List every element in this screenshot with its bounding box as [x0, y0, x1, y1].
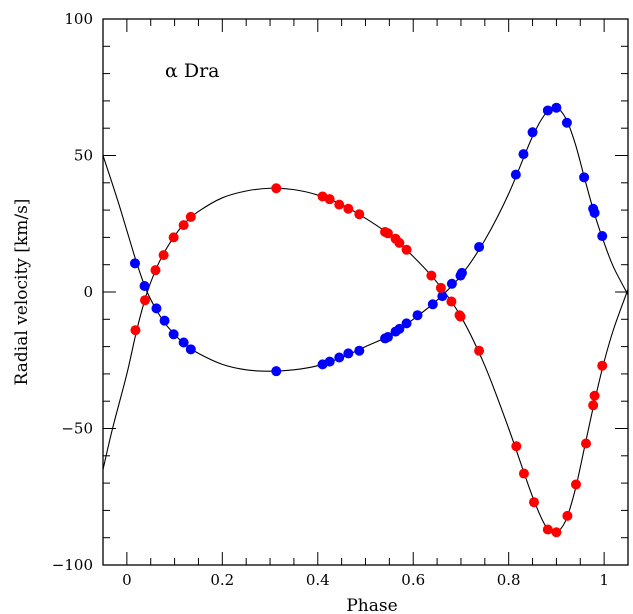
data-point-s2-27 — [528, 497, 539, 508]
data-point-s2-5 — [168, 232, 179, 243]
data-point-s1-13 — [354, 345, 365, 356]
data-point-s1-21 — [437, 291, 448, 302]
data-point-s1-4 — [159, 315, 170, 326]
data-point-s1-25 — [474, 241, 485, 252]
data-point-s2-11 — [334, 199, 345, 210]
data-point-s1-18 — [401, 318, 412, 329]
data-point-s1-19 — [412, 310, 423, 321]
data-point-s2-32 — [581, 438, 591, 449]
data-point-s1-7 — [185, 344, 196, 355]
data-point-s1-15 — [382, 332, 393, 343]
y-tick-label: −50 — [61, 420, 93, 438]
data-point-s2-29 — [551, 527, 562, 538]
y-tick-label: 100 — [64, 10, 93, 28]
data-point-s2-1 — [130, 325, 141, 336]
data-point-s2-19 — [426, 270, 437, 281]
data-point-s1-26 — [510, 169, 521, 180]
y-tick-label: 50 — [74, 147, 93, 165]
data-point-s1-20 — [427, 299, 438, 310]
x-axis-title: Phase — [346, 596, 397, 614]
x-tick-label: 0.8 — [497, 571, 521, 589]
data-point-s1-3 — [151, 303, 162, 314]
data-point-s2-24 — [474, 345, 485, 356]
data-point-s2-20 — [435, 282, 446, 293]
data-point-s2-10 — [324, 194, 335, 205]
star-annotation: α Dra — [165, 60, 220, 82]
data-point-s2-18 — [401, 244, 412, 255]
data-point-s1-30 — [551, 102, 562, 113]
tick-labels: 0 0.2 0.4 0.6 0.8 1 −100 −50 0 50 100 — [52, 10, 609, 589]
plot-frame — [102, 18, 629, 566]
data-point-s1-34 — [589, 207, 600, 218]
data-point-s2-8 — [271, 183, 282, 194]
data-point-s1-27 — [518, 149, 529, 160]
data-point-s1-8 — [271, 366, 282, 377]
data-point-s2-4 — [158, 250, 169, 261]
x-tick-label: 0.4 — [306, 571, 330, 589]
data-point-s1-12 — [343, 348, 354, 359]
model-curves — [103, 106, 628, 534]
x-tick-label: 0 — [122, 571, 132, 589]
data-point-s1-11 — [334, 352, 345, 363]
data-point-s2-34 — [589, 390, 600, 401]
x-tick-label: 0.2 — [210, 571, 234, 589]
data-point-s2-15 — [382, 228, 393, 239]
data-point-s2-33 — [588, 400, 599, 411]
model-curve-1 — [103, 106, 628, 372]
data-point-s2-7 — [185, 211, 196, 222]
data-point-s2-13 — [354, 209, 365, 220]
data-point-s1-2 — [139, 280, 150, 291]
data-point-s2-6 — [178, 220, 189, 231]
data-point-s2-30 — [562, 510, 573, 521]
model-curve-2 — [103, 187, 628, 534]
x-tick-label: 0.6 — [401, 571, 425, 589]
data-point-s2-3 — [150, 265, 161, 276]
data-point-s2-25 — [511, 441, 522, 452]
y-tick-label: −100 — [52, 556, 93, 574]
data-point-s2-28 — [542, 524, 553, 535]
data-point-s2-2 — [140, 295, 150, 306]
data-point-s1-35 — [597, 231, 608, 242]
data-point-s2-35 — [597, 360, 608, 371]
data-point-s1-10 — [324, 356, 335, 367]
data-point-s1-17 — [394, 323, 405, 334]
data-point-s2-23 — [455, 311, 466, 322]
axis-ticks — [102, 18, 629, 566]
data-point-s1-29 — [542, 105, 553, 116]
data-point-s1-24 — [456, 267, 467, 278]
data-point-s1-5 — [168, 329, 179, 340]
data-point-s2-21 — [446, 296, 457, 307]
data-point-s2-17 — [394, 237, 405, 248]
data-point-s1-6 — [178, 337, 189, 348]
data-point-s1-31 — [561, 117, 572, 128]
data-point-s2-12 — [343, 203, 354, 214]
data-point-s1-1 — [129, 258, 140, 269]
data-point-s1-28 — [527, 127, 538, 138]
data-point-s1-22 — [446, 278, 457, 289]
y-axis-title: Radial velocity [km/s] — [12, 199, 32, 386]
data-points — [129, 102, 608, 538]
data-point-s2-26 — [518, 468, 529, 479]
data-point-s2-31 — [570, 479, 581, 490]
x-tick-label: 1 — [599, 571, 609, 589]
y-tick-label: 0 — [83, 283, 93, 301]
data-point-s1-32 — [579, 172, 590, 183]
